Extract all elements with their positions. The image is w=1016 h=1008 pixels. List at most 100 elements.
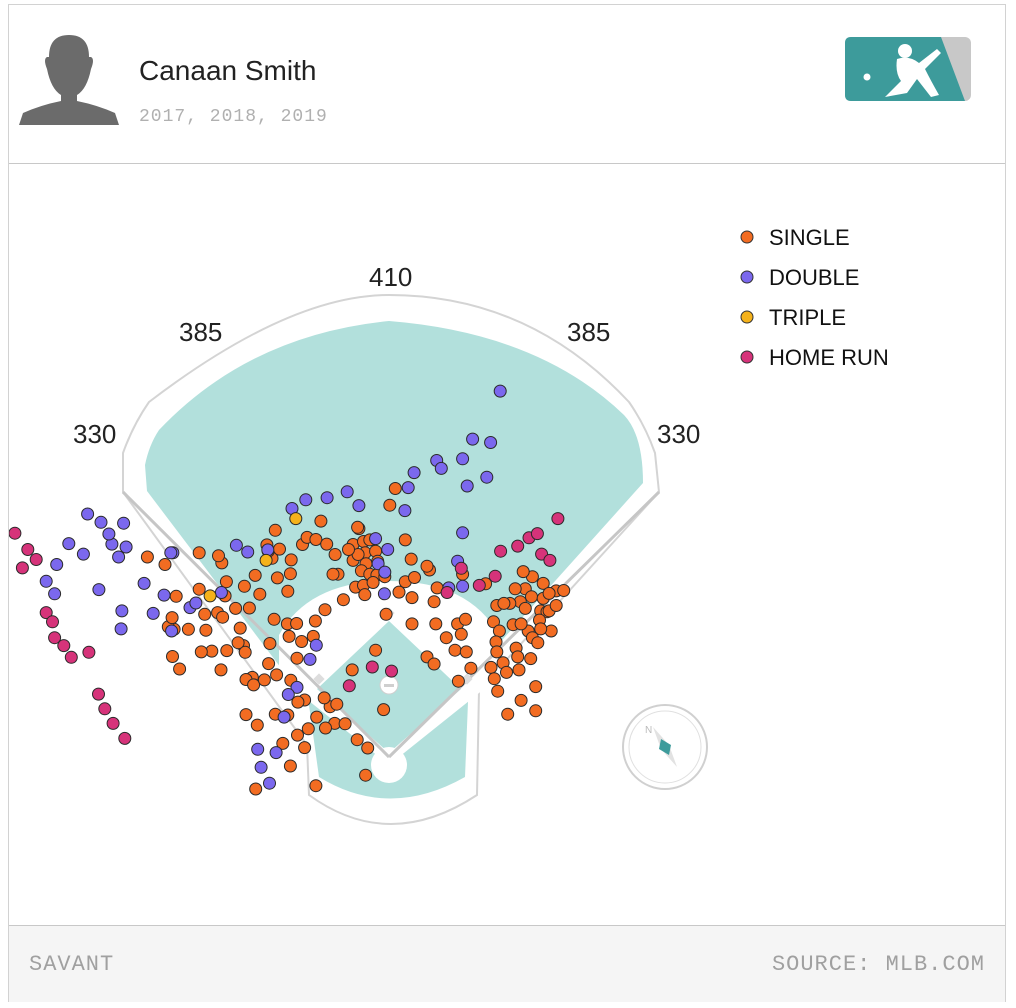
hit-double-21 bbox=[320, 491, 334, 505]
mlb-logo-icon bbox=[845, 37, 971, 101]
hit-double-0 bbox=[39, 574, 53, 588]
hit-double-58 bbox=[189, 596, 203, 610]
hit-double-29 bbox=[480, 470, 494, 484]
legend: SINGLE DOUBLE TRIPLE HOME RUN bbox=[740, 225, 889, 370]
hit-double-41 bbox=[398, 504, 412, 518]
hit-double-25 bbox=[371, 557, 385, 571]
hit-double-47 bbox=[281, 688, 295, 701]
compass-icon: N bbox=[622, 704, 708, 790]
legend-label-single: SINGLE bbox=[769, 225, 850, 250]
hit-double-2 bbox=[50, 558, 64, 571]
hit-double-15 bbox=[214, 586, 228, 599]
hit-single-105 bbox=[361, 741, 375, 755]
hit-home-run-12 bbox=[92, 687, 105, 701]
hit-single-159 bbox=[239, 708, 253, 722]
distance-label-left-center: 385 bbox=[179, 317, 222, 347]
footer: SAVANT SOURCE: MLB.COM bbox=[9, 925, 1005, 1002]
hit-single-91 bbox=[330, 697, 344, 711]
hit-single-49 bbox=[490, 645, 504, 659]
hit-single-16 bbox=[358, 588, 372, 602]
distance-label-left-line: 330 bbox=[73, 419, 116, 449]
hit-single-142 bbox=[351, 520, 365, 534]
hit-single-135 bbox=[314, 514, 328, 528]
hit-single-165 bbox=[192, 546, 206, 560]
hit-single-146 bbox=[282, 629, 296, 643]
hit-triple-2 bbox=[259, 553, 273, 567]
hit-single-33 bbox=[405, 617, 419, 631]
footer-source: SOURCE: MLB.COM bbox=[771, 952, 985, 977]
distance-label-right-center: 385 bbox=[567, 317, 610, 347]
hit-single-130 bbox=[273, 542, 286, 556]
player-silhouette-icon bbox=[19, 35, 119, 125]
hit-double-34 bbox=[466, 432, 480, 446]
hit-single-41 bbox=[454, 627, 468, 641]
legend-marker-double bbox=[740, 270, 754, 284]
hit-single-97 bbox=[291, 728, 304, 742]
hit-home-run-9 bbox=[57, 639, 71, 653]
hit-single-84 bbox=[534, 622, 548, 636]
hit-single-117 bbox=[238, 645, 252, 659]
hit-single-79 bbox=[516, 565, 530, 579]
hit-single-170 bbox=[199, 623, 213, 637]
hit-single-177 bbox=[165, 611, 179, 625]
hit-double-44 bbox=[309, 638, 323, 652]
hit-home-run-23 bbox=[494, 544, 508, 558]
hit-single-64 bbox=[525, 590, 538, 604]
hit-single-183 bbox=[383, 498, 397, 512]
hit-single-149 bbox=[295, 635, 309, 648]
foul-line-left bbox=[121, 490, 391, 759]
hit-single-151 bbox=[308, 614, 322, 628]
hit-single-167 bbox=[158, 558, 172, 571]
hit-single-113 bbox=[216, 610, 230, 624]
hit-double-27 bbox=[381, 543, 395, 556]
hit-single-118 bbox=[231, 636, 245, 650]
hit-single-145 bbox=[263, 637, 277, 650]
hit-single-26 bbox=[420, 559, 434, 573]
hit-home-run-15 bbox=[118, 731, 132, 745]
hit-home-run-8 bbox=[48, 631, 62, 645]
hit-double-37 bbox=[456, 526, 470, 540]
hit-single-140 bbox=[336, 593, 350, 607]
legend-item-triple: TRIPLE bbox=[740, 305, 846, 330]
hit-single-71 bbox=[529, 680, 543, 694]
hit-single-86 bbox=[557, 584, 571, 597]
hit-single-171 bbox=[194, 645, 208, 659]
pitchers-rubber bbox=[384, 684, 394, 687]
hit-single-30 bbox=[379, 607, 393, 621]
hit-home-run-7 bbox=[46, 615, 59, 629]
hit-single-99 bbox=[310, 710, 324, 724]
hit-single-101 bbox=[377, 703, 391, 717]
hit-double-48 bbox=[277, 710, 291, 724]
hit-single-61 bbox=[514, 617, 528, 631]
hit-single-103 bbox=[350, 733, 364, 747]
hit-double-11 bbox=[157, 588, 171, 602]
hit-single-69 bbox=[531, 636, 545, 650]
spray-chart: 330 385 410 385 330 N SINGLE DOUBLE bbox=[9, 225, 889, 825]
hit-single-147 bbox=[262, 657, 276, 671]
legend-marker-triple bbox=[740, 310, 754, 324]
hit-single-128 bbox=[270, 571, 284, 585]
hit-single-31 bbox=[369, 643, 383, 657]
hit-single-155 bbox=[291, 695, 305, 709]
hit-home-run-6 bbox=[39, 606, 53, 620]
hit-triple-1 bbox=[289, 512, 303, 526]
third-base bbox=[313, 673, 325, 685]
player-header: Canaan Smith 2017, 2018, 2019 bbox=[9, 5, 1005, 164]
hit-single-72 bbox=[514, 693, 528, 707]
hit-single-153 bbox=[290, 651, 304, 665]
hit-single-164 bbox=[281, 584, 295, 598]
hit-single-46 bbox=[487, 615, 500, 629]
hit-single-88 bbox=[549, 599, 563, 612]
hit-double-51 bbox=[254, 760, 268, 774]
hit-single-73 bbox=[529, 704, 543, 718]
hit-double-22 bbox=[340, 485, 354, 499]
hit-home-run-5 bbox=[15, 561, 29, 575]
hit-single-83 bbox=[544, 624, 558, 638]
hit-single-14 bbox=[366, 576, 380, 589]
hit-single-53 bbox=[500, 665, 513, 679]
hit-double-13 bbox=[165, 624, 179, 638]
hit-double-30 bbox=[460, 479, 474, 493]
hit-single-166 bbox=[198, 607, 212, 621]
hit-double-54 bbox=[94, 515, 108, 529]
hit-single-51 bbox=[484, 660, 498, 674]
